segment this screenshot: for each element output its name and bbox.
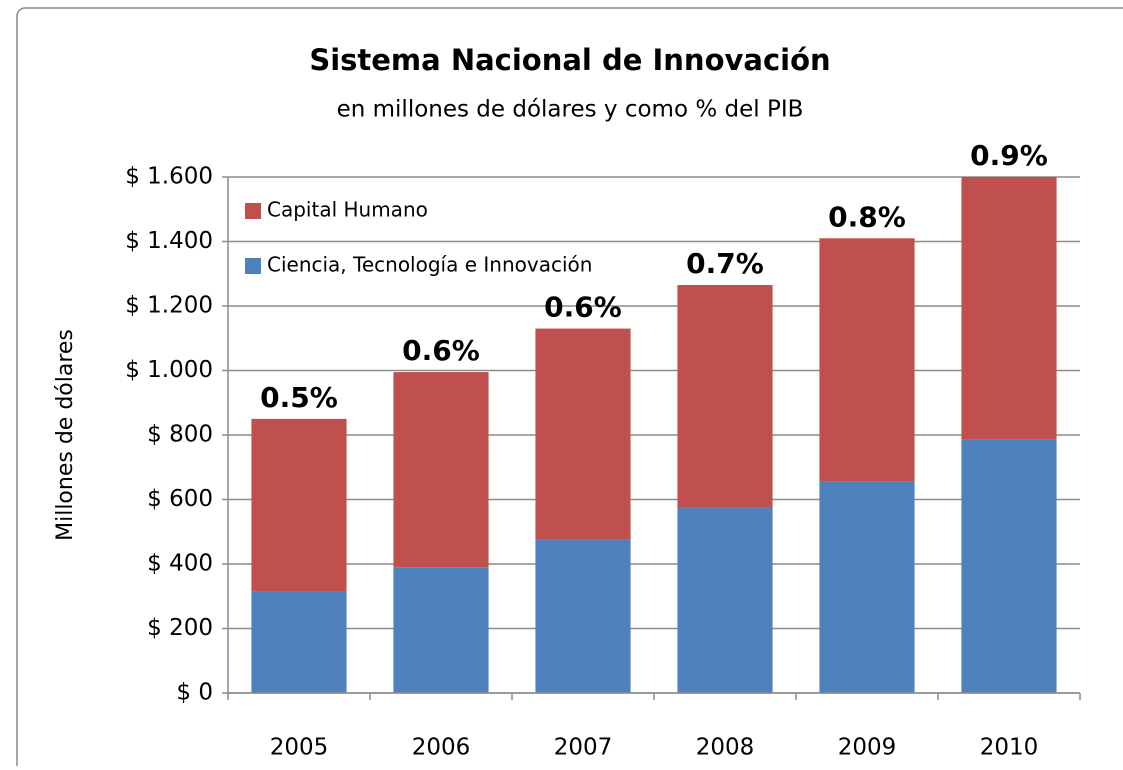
chart-subtitle: en millones de dólares y como % del PIB	[337, 97, 804, 123]
bar-segment	[535, 539, 631, 693]
y-tick-label: $ 200	[147, 615, 213, 641]
bar-segment	[251, 418, 347, 592]
x-tick-label: 2010	[980, 735, 1039, 761]
total-pib-label: 0.8%	[828, 200, 906, 233]
x-tick-label: 2006	[412, 735, 471, 761]
y-axis-label: Millones de dólares	[53, 329, 78, 541]
x-tick-label: 2005	[270, 735, 329, 761]
bar-segment	[393, 567, 489, 693]
bar-segment	[677, 285, 773, 508]
y-tick-label: $ 1.000	[125, 357, 213, 383]
legend-swatch	[245, 203, 261, 219]
total-pib-label: 0.7%	[686, 247, 764, 280]
bar-segment	[393, 372, 489, 568]
bar-segment	[819, 481, 915, 693]
y-tick-label: $ 800	[147, 422, 213, 448]
y-tick-label: $ 1.600	[125, 164, 213, 190]
x-tick-label: 2009	[838, 735, 897, 761]
y-tick-label: $ 1.200	[125, 293, 213, 319]
x-tick-label: 2007	[554, 735, 613, 761]
y-tick-label: $ 0	[176, 680, 213, 706]
legend-label: Ciencia, Tecnología e Innovación	[267, 253, 592, 277]
bar-segment	[535, 328, 631, 540]
bar-segment	[819, 238, 915, 482]
x-tick-label: 2008	[696, 735, 755, 761]
bar-segment	[251, 591, 347, 693]
bar-segment	[961, 177, 1057, 440]
total-pib-label: 0.6%	[402, 334, 480, 367]
bar-segment	[961, 439, 1057, 693]
total-pib-label: 0.6%	[544, 291, 622, 324]
y-tick-label: $ 400	[147, 551, 213, 577]
y-tick-label: $ 1.400	[125, 228, 213, 254]
total-pib-label: 0.9%	[970, 139, 1048, 172]
legend-label: Capital Humano	[267, 198, 428, 222]
legend-swatch	[245, 258, 261, 274]
bar-segment	[677, 507, 773, 693]
chart-title: Sistema Nacional de Innovación	[309, 43, 830, 77]
y-tick-label: $ 600	[147, 486, 213, 512]
total-pib-label: 0.5%	[260, 381, 338, 414]
